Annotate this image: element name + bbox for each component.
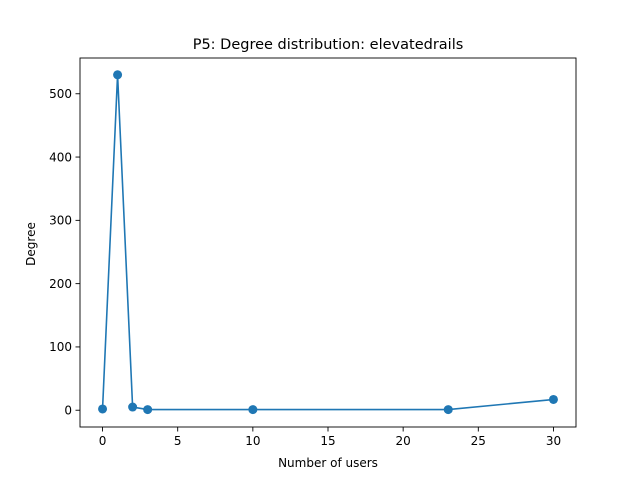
series-line [101,73,555,411]
x-tick-label: 30 [546,434,561,448]
y-tick-label: 0 [64,404,72,418]
data-point [248,405,258,415]
data-point [143,405,153,415]
plot-area-frame [79,57,577,428]
y-tick-label: 400 [49,150,72,164]
y-tick-label: 100 [49,340,72,354]
data-point [548,394,558,404]
x-tick-label: 15 [320,434,335,448]
y-axis-label: Degree [24,222,38,266]
y-tick-label: 300 [49,214,72,228]
data-point [128,402,138,412]
y-tick-label: 200 [49,277,72,291]
data-point [443,405,453,415]
x-tick-label: 20 [396,434,411,448]
data-point [98,404,108,414]
x-tick-label: 5 [174,434,182,448]
chart-title: P5: Degree distribution: elevatedrails [193,37,464,53]
x-tick-label: 10 [245,434,260,448]
data-point [113,70,123,80]
y-tick-label: 500 [49,87,72,101]
x-tick-label: 25 [471,434,486,448]
x-axis-label: Number of users [278,456,378,470]
x-tick-label: 0 [99,434,107,448]
